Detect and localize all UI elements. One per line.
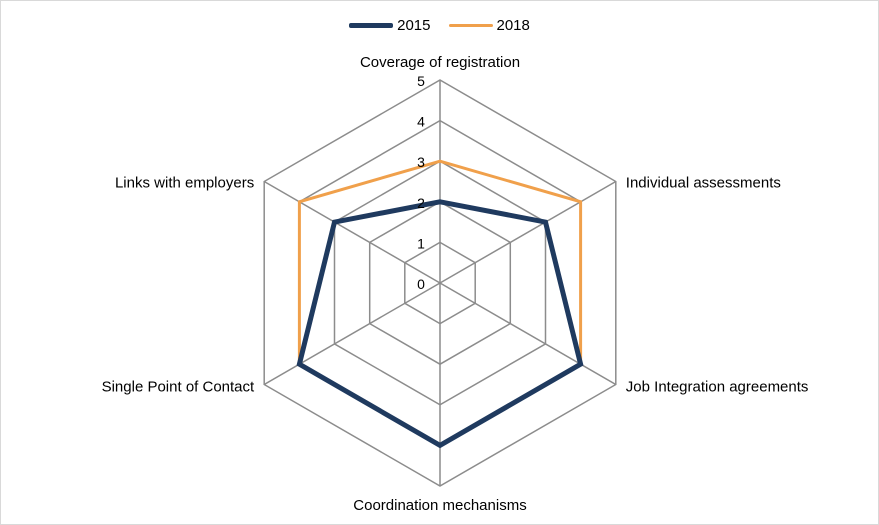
legend: 2015 2018 <box>1 17 878 34</box>
category-label-2: Job Integration agreements <box>626 379 809 396</box>
series-line-2015 <box>296 199 584 449</box>
radar-grid <box>263 79 617 487</box>
legend-label-2015: 2015 <box>397 17 431 34</box>
category-label-3: Coordination mechanisms <box>353 497 526 514</box>
tick-label-1: 1 <box>417 235 425 251</box>
tick-label-3: 3 <box>417 154 425 170</box>
radar-labels: 0 1 2 3 4 5 Coverage of registration Individual… <box>102 54 809 514</box>
legend-label-2018: 2018 <box>496 17 530 34</box>
grid-spoke-4 <box>263 282 441 386</box>
tick-label-2: 2 <box>417 195 425 211</box>
grid-spoke-1 <box>439 180 617 284</box>
category-label-5: Links with employers <box>115 175 254 192</box>
legend-item-2015: 2015 <box>349 17 431 34</box>
tick-label-4: 4 <box>417 114 425 130</box>
radar-series <box>296 159 584 449</box>
category-label-4: Single Point of Contact <box>102 379 255 396</box>
tick-label-5: 5 <box>417 73 425 89</box>
legend-item-2018: 2018 <box>448 17 530 34</box>
legend-swatch-2015 <box>349 23 394 28</box>
tick-label-0: 0 <box>417 276 425 292</box>
legend-swatch-2018 <box>448 24 493 27</box>
grid-spoke-5 <box>263 180 441 284</box>
category-label-0: Coverage of registration <box>360 54 520 71</box>
category-label-1: Individual assessments <box>626 175 781 192</box>
grid-spoke-2 <box>439 282 617 386</box>
